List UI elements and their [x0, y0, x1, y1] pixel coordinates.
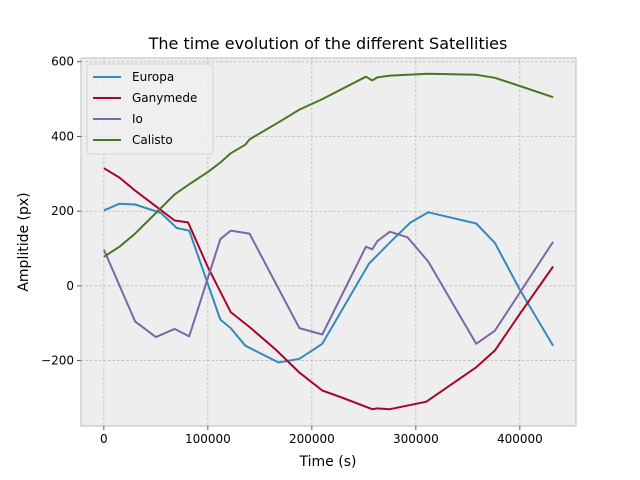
y-tick-label: −200 [41, 354, 74, 368]
y-axis-label: Amplitide (px) [16, 192, 32, 291]
x-axis-label: Time (s) [299, 454, 357, 470]
x-tick-label: 100000 [185, 432, 231, 446]
legend-label-europa: Europa [132, 70, 174, 84]
legend-label-io: Io [132, 112, 143, 126]
y-tick-label: 0 [66, 279, 74, 293]
legend-label-ganymede: Ganymede [132, 91, 197, 105]
x-tick-label: 300000 [393, 432, 439, 446]
x-tick-label: 200000 [289, 432, 335, 446]
series-line-io [102, 229, 554, 345]
y-tick-label: 400 [51, 129, 74, 143]
legend: Europa Ganymede Io Calisto [86, 63, 214, 155]
axis-ticks: 0 100000 200000 300000 400000 −200 0 200 400 600 [41, 55, 543, 446]
series-line-ganymede [103, 167, 554, 411]
y-tick-label: 200 [51, 204, 74, 218]
y-tick-label: 600 [51, 55, 74, 69]
legend-label-calisto: Calisto [132, 133, 173, 147]
series-line-calisto [103, 72, 554, 258]
x-tick-label: 400000 [497, 432, 543, 446]
series-line-europa [103, 202, 554, 364]
series-lines [102, 72, 554, 411]
chart-title: The time evolution of the different Sate… [148, 34, 508, 53]
x-tick-label: 0 [100, 432, 108, 446]
legend-box [86, 63, 214, 155]
